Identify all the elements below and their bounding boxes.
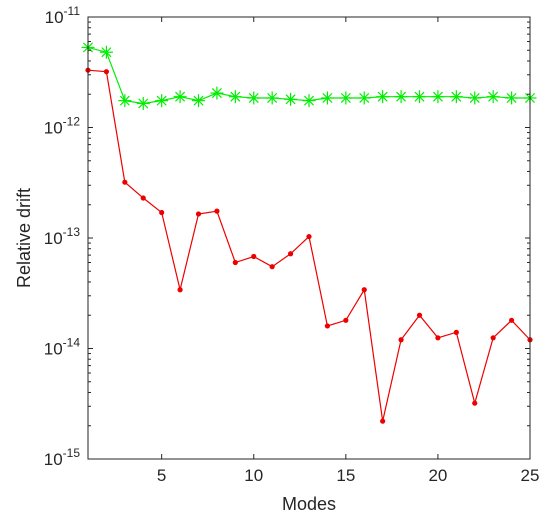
plot-frame xyxy=(87,16,531,460)
y-tick-label: 10-13 xyxy=(44,225,81,248)
data-point-dot xyxy=(251,253,257,260)
data-point-dot xyxy=(490,335,496,341)
data-point-dot xyxy=(343,317,349,323)
x-axis-label: Modes xyxy=(282,494,336,514)
data-point-asterisk xyxy=(339,91,353,105)
data-point-dot xyxy=(398,337,404,343)
x-tick-label: 25 xyxy=(521,466,540,485)
y-tick-label: 10-12 xyxy=(44,115,81,138)
x-tick-label: 20 xyxy=(428,466,447,485)
data-point-asterisk xyxy=(247,91,261,105)
data-point-asterisk xyxy=(505,91,519,105)
data-point-asterisk xyxy=(449,90,463,104)
data-point-asterisk xyxy=(99,45,113,59)
data-point-dot xyxy=(306,233,312,240)
x-tick-label: 10 xyxy=(244,466,263,485)
data-point-asterisk xyxy=(302,94,316,108)
data-point-asterisk xyxy=(357,91,371,105)
data-point-dot xyxy=(435,335,441,341)
data-point-dot xyxy=(416,312,423,318)
data-point-dot xyxy=(361,287,367,293)
data-point-asterisk xyxy=(376,90,390,104)
data-point-asterisk xyxy=(173,90,187,104)
data-point-dot xyxy=(508,317,515,323)
data-point-dot xyxy=(122,179,128,185)
x-tick-label: 5 xyxy=(157,466,166,485)
x-tick-label: 15 xyxy=(336,466,355,485)
data-point-asterisk xyxy=(192,94,205,108)
data-point-dot xyxy=(159,209,165,216)
data-point-asterisk xyxy=(118,94,132,108)
data-point-dot xyxy=(177,287,183,293)
data-point-dot xyxy=(287,251,294,257)
data-point-dot xyxy=(453,329,459,335)
data-point-asterisk xyxy=(284,92,298,106)
data-point-dot xyxy=(324,323,331,329)
data-point-dot xyxy=(472,400,478,406)
data-point-asterisk xyxy=(394,90,408,104)
data-point-asterisk xyxy=(155,94,169,108)
data-point-asterisk xyxy=(486,90,500,104)
data-point-dot xyxy=(232,259,238,266)
series-layer xyxy=(81,40,537,424)
data-point-asterisk xyxy=(320,91,334,105)
data-point-dot xyxy=(103,69,110,75)
y-axis-label: Relative drift xyxy=(14,188,34,288)
data-point-asterisk xyxy=(265,91,279,105)
data-point-dot xyxy=(380,418,386,424)
data-point-asterisk xyxy=(136,96,150,110)
data-point-asterisk xyxy=(431,90,445,104)
ticks-layer: 5 10 15 20 25 10-15 10-14 10-13 10-12 10-11 xyxy=(44,4,540,485)
y-tick-label: 10-14 xyxy=(44,336,81,359)
y-tick-label: 10-15 xyxy=(44,446,81,469)
data-point-dot xyxy=(269,264,275,270)
data-point-asterisk xyxy=(228,90,242,104)
data-point-dot xyxy=(140,195,146,201)
data-point-asterisk xyxy=(468,91,482,105)
data-point-dot xyxy=(214,208,220,214)
data-point-asterisk xyxy=(210,86,224,100)
y-tick-label: 10-11 xyxy=(45,4,81,27)
data-point-dot xyxy=(195,211,202,217)
data-point-asterisk xyxy=(413,90,426,104)
